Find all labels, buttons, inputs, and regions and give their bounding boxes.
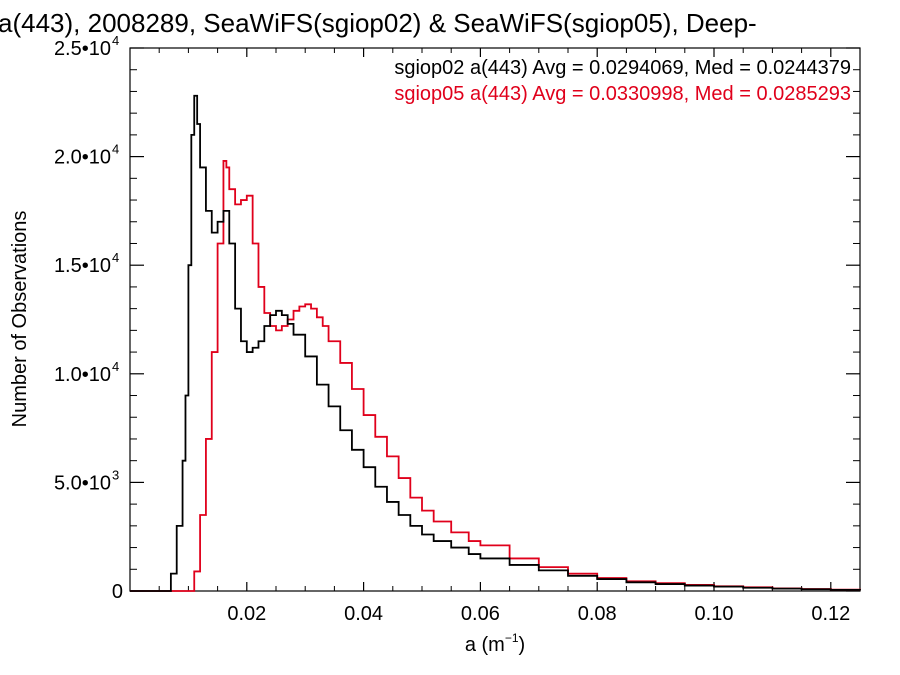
- legend: sgiop02 a(443) Avg = 0.0294069, Med = 0.…: [394, 57, 851, 105]
- y-tick-label: 0: [112, 581, 123, 603]
- y-tick-label: 5.0•10: [54, 472, 111, 494]
- x-axis-label-end: ): [519, 634, 526, 656]
- y-tick-label: 1.5•10: [54, 255, 111, 277]
- series-line-2: [130, 160, 861, 592]
- y-tick-label-exponent: 3: [112, 467, 119, 482]
- x-axis-label-superscript: −1: [505, 631, 519, 645]
- x-tick-label: 0.10: [695, 603, 734, 625]
- x-axis-ticks: 0.02 0.04 0.06 0.08 0.10 0.12: [158, 48, 850, 625]
- y-tick-label: 1.0•10: [54, 364, 111, 386]
- series-line-1: [130, 94, 861, 592]
- y-tick-label-exponent: 4: [112, 142, 119, 157]
- x-axis-label-text: a (m: [465, 634, 505, 656]
- x-tick-label: 0.04: [344, 603, 383, 625]
- plot-frame: [129, 47, 861, 592]
- y-tick-label: 2.5•10: [54, 38, 111, 60]
- legend-entry-1: sgiop02 a(443) Avg = 0.0294069, Med = 0.…: [394, 57, 851, 79]
- x-tick-label: 0.06: [461, 603, 500, 625]
- x-axis-label: a (m−1): [465, 631, 525, 656]
- x-tick-label: 0.02: [227, 603, 266, 625]
- series-layer: [130, 94, 861, 592]
- y-axis-label: Number of Observations: [9, 211, 31, 428]
- chart-title: a(443), 2008289, SeaWiFS(sgiop02) & SeaW…: [0, 8, 757, 38]
- y-axis-ticks: 05.0•10 31.0•10 41.5•10 42.0•10 42.5•10 4: [54, 33, 860, 603]
- y-tick-label-exponent: 4: [112, 33, 119, 48]
- x-tick-label: 0.12: [811, 603, 850, 625]
- legend-entry-2: sgiop05 a(443) Avg = 0.0330998, Med = 0.…: [394, 83, 851, 105]
- y-tick-label: 2.0•10: [54, 147, 111, 169]
- y-tick-label-exponent: 4: [112, 359, 119, 374]
- x-tick-label: 0.08: [578, 603, 617, 625]
- y-tick-label-exponent: 4: [112, 250, 119, 265]
